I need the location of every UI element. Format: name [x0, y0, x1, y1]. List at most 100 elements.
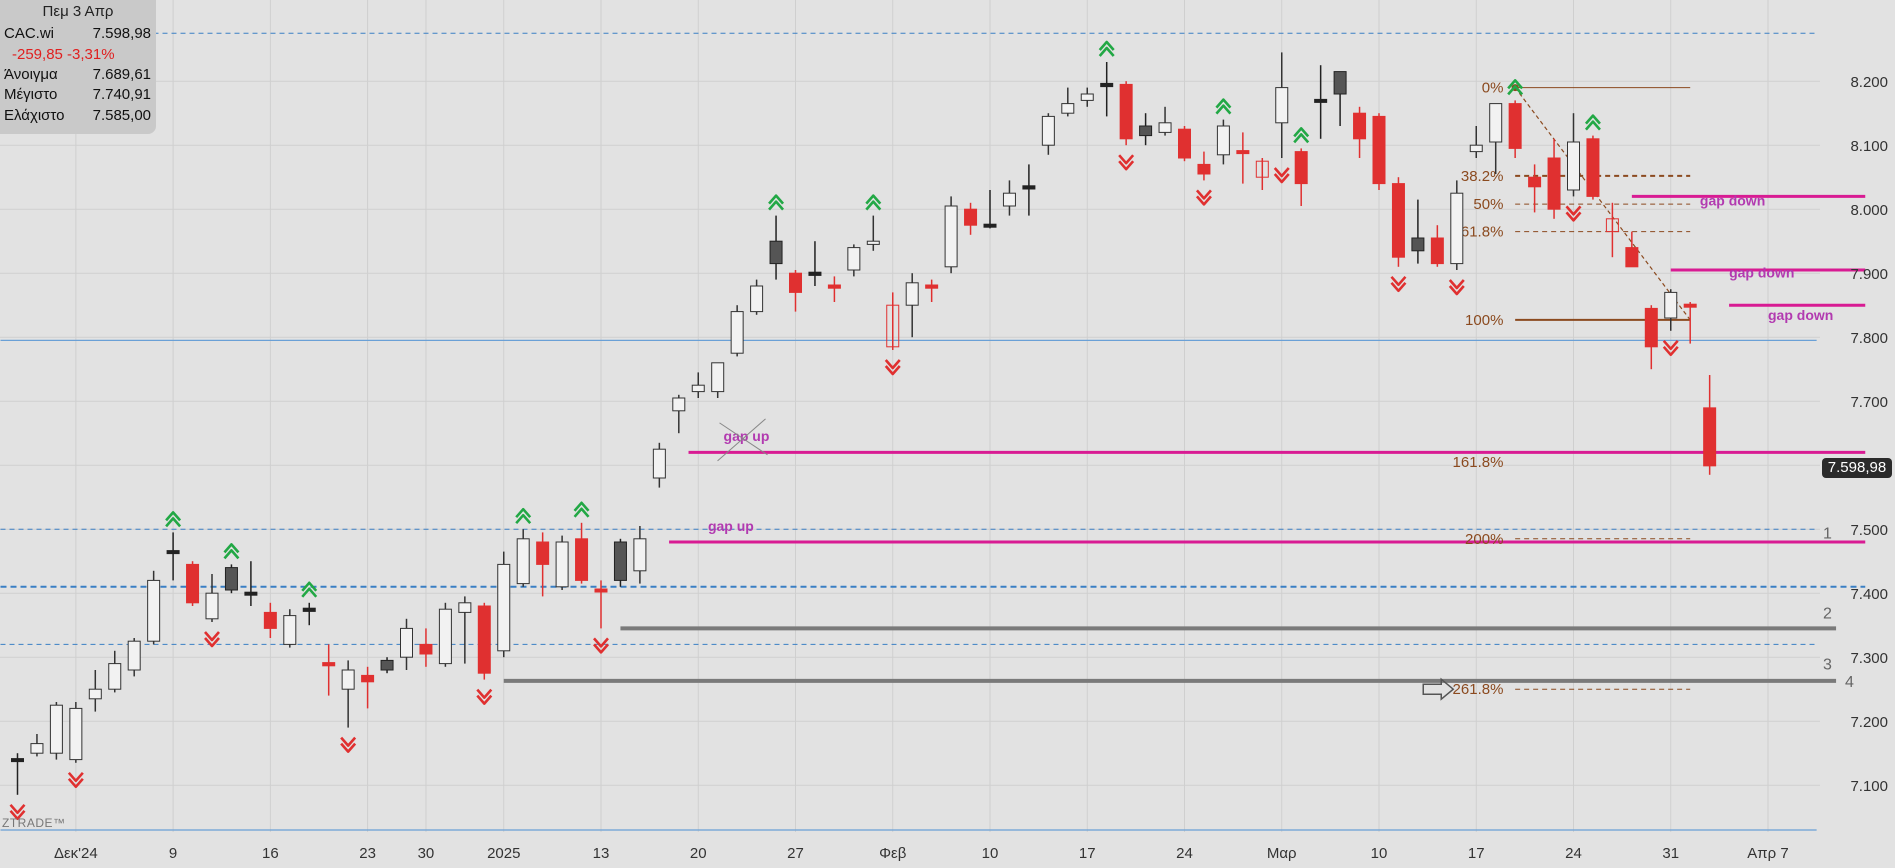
level-number: 4: [1845, 674, 1854, 691]
x-tick-label: Δεκ'24: [54, 845, 98, 862]
signal-up-icon: [1098, 40, 1115, 57]
info-change: -259,85 -3,31%: [12, 45, 115, 63]
candle: [633, 526, 647, 584]
arrow-right-icon: [1422, 677, 1455, 701]
signal-down-icon: [1118, 154, 1135, 171]
candle-body: [166, 550, 180, 555]
candle-body: [224, 567, 238, 591]
candle: [244, 561, 258, 606]
y-tick-label: 7.500: [1850, 522, 1888, 539]
signal-down-icon: [1195, 189, 1212, 206]
signal-down-icon: [340, 736, 357, 753]
signal-up-icon: [573, 501, 590, 518]
candle-body: [1664, 291, 1678, 319]
candle: [1430, 225, 1444, 267]
x-tick-label: 20: [690, 845, 707, 862]
candle-body: [1080, 93, 1094, 101]
candle: [1605, 202, 1619, 258]
signal-up-icon: [865, 194, 882, 211]
signal-down-icon: [204, 631, 220, 648]
candle: [1100, 62, 1114, 117]
y-tick-label: 7.200: [1850, 714, 1888, 731]
x-tick-label: 13: [593, 845, 610, 862]
candle: [1333, 71, 1347, 126]
x-tick-label: 2025: [487, 845, 520, 862]
candle-body: [905, 282, 919, 306]
signal-down-icon: [1273, 167, 1290, 184]
candle-body: [1314, 98, 1328, 103]
level-number: 3: [1823, 657, 1832, 674]
candle-body: [1372, 115, 1386, 185]
candle: [419, 628, 433, 667]
candle-body: [711, 362, 725, 393]
candle-body: [1100, 82, 1114, 88]
candle: [1353, 106, 1367, 158]
gap-annotation: gap down: [1768, 307, 1833, 323]
candle: [263, 602, 277, 638]
signal-up-icon: [165, 511, 182, 528]
candle: [575, 522, 589, 584]
candle-body: [88, 688, 102, 700]
candle: [1625, 231, 1639, 268]
candle: [555, 535, 569, 590]
candle-body: [1119, 83, 1133, 140]
candle: [1664, 289, 1678, 331]
info-high-label: Μέγιστο: [4, 86, 58, 103]
candle-body: [886, 304, 900, 348]
last-price-badge: 7.598,98: [1822, 458, 1892, 478]
candle: [1178, 126, 1191, 162]
candle-body: [1683, 303, 1697, 308]
signal-up-icon: [1507, 79, 1524, 96]
y-tick-label: 7.300: [1850, 650, 1888, 667]
candle: [1411, 199, 1425, 264]
candle: [224, 564, 238, 594]
x-tick-label: 16: [262, 845, 279, 862]
candle: [691, 372, 705, 398]
y-tick-label: 8.200: [1850, 74, 1888, 91]
candle: [30, 734, 44, 757]
candle-body: [361, 674, 375, 683]
y-tick-label: 7.900: [1850, 266, 1888, 283]
x-tick-label: 31: [1662, 845, 1679, 862]
signal-up-icon: [515, 507, 532, 525]
candle: [1469, 126, 1483, 158]
candle-body: [1255, 160, 1269, 178]
candle-body: [1644, 307, 1658, 348]
candle-body: [322, 662, 336, 667]
info-high-row: Μέγιστο 7.740,91: [0, 85, 156, 106]
x-tick-label: 30: [418, 845, 435, 862]
candle: [400, 618, 413, 670]
candle-body: [244, 591, 258, 596]
candle: [613, 538, 627, 587]
level-number: 1: [1823, 525, 1832, 542]
y-tick-label: 8.000: [1850, 202, 1888, 219]
signal-down-icon: [593, 637, 609, 654]
candle: [1703, 375, 1717, 475]
candle-body: [1567, 141, 1580, 191]
y-tick-label: 8.100: [1850, 138, 1888, 155]
candle: [789, 270, 802, 312]
gap-annotation: gap up: [708, 518, 754, 534]
signal-up-icon: [1215, 98, 1232, 115]
signal-down-icon: [1662, 339, 1679, 357]
candle-body: [1450, 192, 1464, 265]
candle-body: [925, 284, 939, 289]
info-high: 7.740,91: [92, 86, 151, 103]
candle-body: [555, 541, 569, 588]
candle-body: [769, 240, 783, 265]
candle-body: [1139, 125, 1153, 137]
candle: [866, 215, 880, 251]
candle: [1275, 52, 1289, 158]
candle-body: [341, 669, 355, 690]
candle: [1450, 180, 1464, 270]
candle-body: [263, 611, 277, 629]
candle-body: [1489, 103, 1503, 143]
strike-line: [719, 422, 768, 456]
candle-body: [438, 608, 452, 665]
candle-body: [1294, 151, 1308, 185]
candle-body: [750, 285, 764, 313]
candle-body: [672, 397, 686, 412]
gap-annotation: gap down: [1700, 192, 1765, 208]
candle: [302, 602, 316, 626]
